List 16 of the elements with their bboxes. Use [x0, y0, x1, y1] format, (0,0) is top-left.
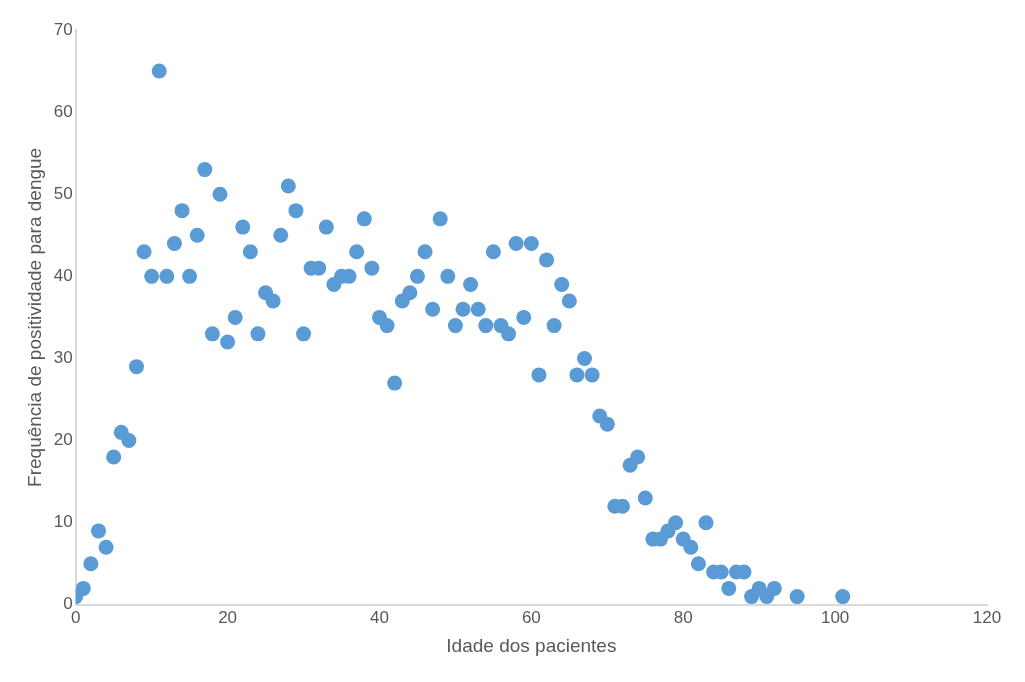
y-tick-label: 10 [53, 512, 73, 532]
y-tick-label: 60 [53, 101, 73, 121]
y-tick-label: 0 [63, 594, 73, 614]
y-axis-title: Frequência de positividade para dengue [23, 147, 45, 487]
y-tick-label: 20 [53, 430, 73, 450]
x-tick-label: 60 [521, 607, 541, 627]
y-tick-label: 30 [53, 348, 73, 368]
y-tick-label: 40 [53, 266, 73, 286]
x-axis-title: Idade dos pacientes [446, 634, 617, 656]
x-tick-label: 120 [972, 607, 1002, 627]
y-tick-label: 50 [53, 183, 73, 203]
x-tick-label: 80 [673, 607, 693, 627]
x-tick-label: 100 [820, 607, 850, 627]
x-tick-label: 40 [370, 607, 389, 627]
y-tick-label: 70 [53, 19, 73, 39]
x-tick-label: 20 [218, 607, 238, 627]
